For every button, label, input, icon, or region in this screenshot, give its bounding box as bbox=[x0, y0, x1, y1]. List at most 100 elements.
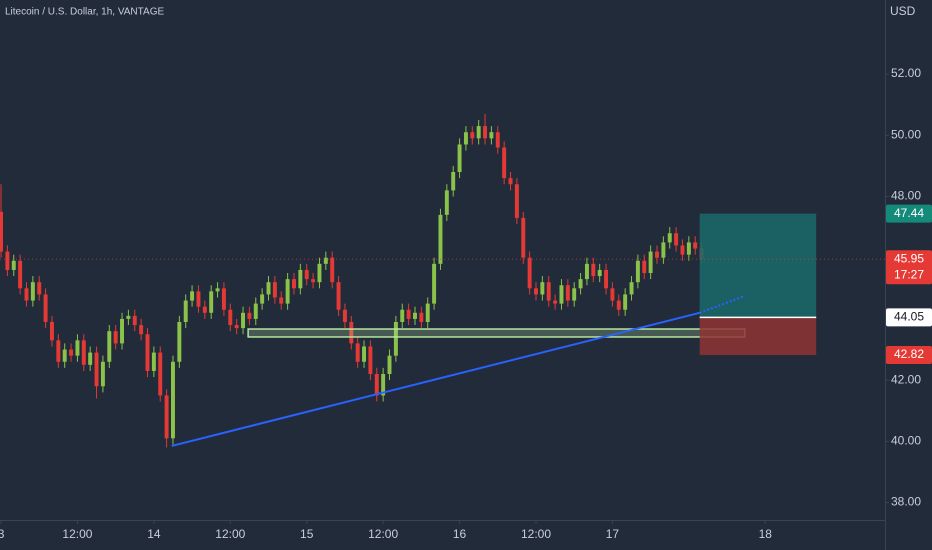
candle-body bbox=[680, 245, 685, 255]
target-zone bbox=[699, 213, 817, 318]
x-tick-label: 12:00 bbox=[62, 527, 92, 541]
candle-body bbox=[527, 257, 532, 289]
candle-body bbox=[221, 288, 226, 310]
candle-body bbox=[260, 294, 265, 304]
support-zone bbox=[247, 328, 746, 338]
x-tick-label: 16 bbox=[453, 527, 467, 541]
candle-body bbox=[266, 282, 271, 295]
candle-body bbox=[534, 288, 538, 295]
stop-zone bbox=[699, 317, 817, 356]
candle-body bbox=[674, 233, 679, 246]
candle-body bbox=[349, 321, 354, 344]
candle-body bbox=[336, 282, 341, 310]
y-tick-label: 38.00 bbox=[891, 495, 921, 509]
candle-body bbox=[126, 315, 131, 319]
candle-body bbox=[521, 217, 526, 258]
candle-body bbox=[183, 300, 188, 322]
candle-body bbox=[419, 312, 424, 322]
candle-body bbox=[655, 251, 659, 258]
candle-body bbox=[0, 211, 3, 252]
candle-body bbox=[591, 263, 596, 277]
candle-body bbox=[495, 132, 500, 148]
candle-body bbox=[171, 361, 175, 439]
candle-body bbox=[132, 315, 137, 326]
candle-body bbox=[438, 214, 443, 264]
candle-body bbox=[100, 361, 105, 387]
countdown: 17:27 bbox=[894, 267, 924, 281]
candle-body bbox=[5, 251, 10, 270]
x-tick-label: 17 bbox=[606, 527, 620, 541]
axis-label: USD bbox=[890, 4, 916, 18]
candle-body bbox=[253, 303, 258, 319]
candle-body bbox=[508, 178, 513, 185]
candle-body bbox=[444, 190, 449, 215]
candle-body bbox=[629, 282, 634, 295]
last-price-tag: 45.95 bbox=[894, 251, 924, 265]
candle-body bbox=[139, 325, 144, 335]
candle-body bbox=[94, 352, 99, 387]
candle-body bbox=[209, 291, 214, 313]
candle-body bbox=[355, 343, 360, 362]
candle-body bbox=[88, 352, 93, 365]
y-tick-label: 48.00 bbox=[891, 189, 921, 203]
candle-body bbox=[158, 352, 163, 396]
candle-body bbox=[597, 269, 602, 277]
candle-body bbox=[661, 242, 666, 258]
candle-body bbox=[476, 126, 481, 139]
candle-body bbox=[362, 346, 367, 362]
candle-body bbox=[546, 282, 551, 301]
candle-body bbox=[540, 282, 545, 295]
candle-body bbox=[387, 355, 392, 375]
candle-body bbox=[24, 288, 29, 301]
candle-body bbox=[196, 291, 201, 307]
candle-body bbox=[616, 300, 621, 310]
candle-body bbox=[470, 132, 475, 139]
x-tick-label: 14 bbox=[147, 527, 161, 541]
candle-body bbox=[30, 282, 35, 301]
candle-body bbox=[553, 300, 558, 304]
y-tick-label: 50.00 bbox=[891, 127, 921, 141]
candle-body bbox=[285, 279, 290, 304]
candle-body bbox=[292, 279, 296, 289]
candle-body bbox=[393, 321, 398, 356]
candle-body bbox=[37, 282, 42, 295]
target-price-tag-bg bbox=[886, 204, 932, 223]
candle-body bbox=[279, 297, 284, 304]
candle-body bbox=[584, 263, 589, 280]
candle-body bbox=[107, 331, 112, 362]
candle-body bbox=[247, 312, 252, 319]
x-tick-label: 3 bbox=[0, 527, 5, 541]
candle-body bbox=[317, 263, 322, 283]
y-tick-label: 52.00 bbox=[891, 66, 921, 80]
x-tick-label: 12:00 bbox=[521, 527, 551, 541]
candle-body bbox=[642, 260, 647, 274]
entry-price-tag-bg bbox=[886, 308, 932, 327]
trendline bbox=[171, 311, 700, 447]
candle-body bbox=[62, 349, 67, 362]
candle-body bbox=[234, 325, 239, 329]
candle-body bbox=[228, 309, 233, 326]
candle-body bbox=[502, 147, 507, 179]
candle-body bbox=[413, 312, 417, 319]
candle-body bbox=[145, 334, 150, 371]
candle-body bbox=[463, 132, 468, 145]
candle-body bbox=[177, 321, 182, 362]
candle-body bbox=[457, 144, 462, 173]
entry-price-tag: 44.05 bbox=[894, 310, 924, 324]
stop-price-tag-bg bbox=[886, 346, 932, 365]
candle-body bbox=[304, 269, 309, 280]
chart-title: Litecoin / U.S. Dollar, 1h, VANTAGE bbox=[5, 7, 164, 18]
candle-body bbox=[330, 257, 335, 283]
x-tick-label: 12:00 bbox=[368, 527, 398, 541]
candle-body bbox=[49, 321, 54, 341]
y-tick-label: 42.00 bbox=[891, 372, 921, 386]
candle-body bbox=[406, 309, 411, 319]
x-tick-label: 15 bbox=[300, 527, 314, 541]
candle-body bbox=[623, 294, 628, 310]
y-tick-label: 40.00 bbox=[891, 434, 921, 448]
candle-body bbox=[578, 279, 583, 289]
candle-body bbox=[202, 306, 207, 313]
candle-body bbox=[451, 172, 456, 191]
